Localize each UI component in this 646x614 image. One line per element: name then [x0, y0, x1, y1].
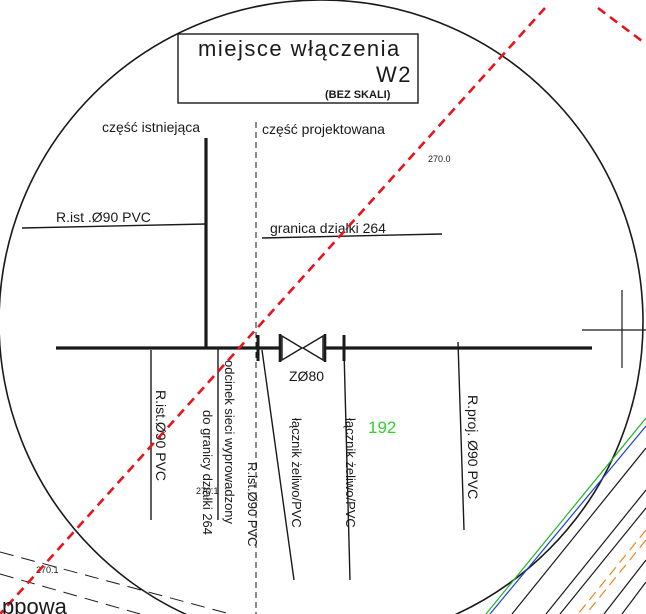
existing-pipe-center-label: R.ist.Ø90 PVC: [245, 462, 260, 547]
contour-line-1: [0, 551, 231, 614]
designed-part-label: część projektowana: [262, 121, 385, 137]
crosshair-icon: [582, 290, 646, 368]
designed-pipe-label: R.proj. Ø90 PVC: [465, 395, 481, 499]
title-line2: W2: [376, 62, 412, 87]
valve-label: ZØ80: [289, 368, 324, 384]
elevation-mid: 270.1: [196, 486, 219, 496]
section-label-line1: odcinek sieci wyprowadzony: [222, 360, 237, 525]
road-line-black-2: [545, 489, 646, 614]
red-dashed-line-corner: [597, 6, 646, 46]
title-line1: miejsce włączenia: [198, 36, 401, 61]
scale-note: (BEZ SKALI): [325, 89, 391, 101]
existing-pipe-left: [21, 223, 207, 229]
plot-boundary-line: [261, 233, 443, 239]
section-label-line2: do granicy działki 264: [200, 410, 215, 535]
connector-1-label: łącznik żeliwo/PVC: [289, 418, 304, 528]
elevation-top: 270.0: [428, 154, 451, 164]
partial-bottom-text: ppowa: [2, 594, 68, 614]
road-line-blue: [489, 425, 646, 614]
road-line-green: [485, 417, 646, 614]
connector-1-leader: [261, 349, 295, 581]
road-line-black-4: [603, 559, 646, 614]
plot-boundary-label: granica działki 264: [270, 220, 386, 236]
red-dashed-line-main: [0, 7, 546, 614]
connector-2-label: łącznik żeliwo/PVC: [343, 418, 358, 528]
plot-number: 192: [368, 418, 396, 437]
elevation-bottom: 270.1: [36, 565, 59, 575]
designed-pipe-leader: [457, 341, 465, 531]
road-line-black-5: [621, 581, 646, 614]
road-line-black-3: [559, 507, 646, 614]
title-box: [177, 33, 419, 104]
road-line-orange-2: [585, 539, 646, 614]
contour-line-2: [0, 573, 141, 614]
road-line-black-1: [511, 447, 646, 614]
existing-part-label: część istniejąca: [102, 119, 200, 135]
road-line-orange-1: [577, 529, 646, 614]
existing-pipe-left-label: R.ist .Ø90 PVC: [56, 209, 151, 225]
connector-2-leader: [343, 349, 351, 581]
gate-valve-icon: [278, 334, 327, 362]
